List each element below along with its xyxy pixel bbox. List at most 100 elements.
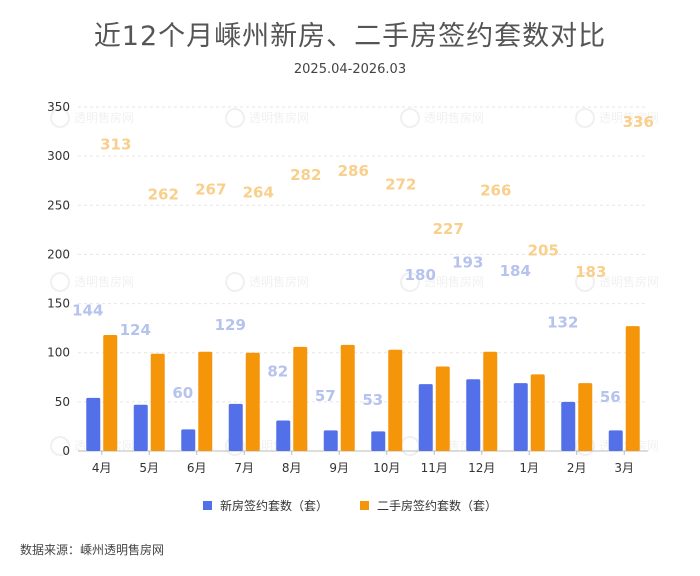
bars — [86, 326, 640, 451]
data-label-new: 57 — [315, 387, 336, 405]
x-tick-label: 4月 — [92, 461, 112, 475]
bar-second — [340, 344, 355, 451]
data-label-second: 264 — [243, 184, 274, 202]
bar-new — [276, 420, 291, 451]
y-tick-label: 150 — [47, 297, 70, 311]
x-tick-label: 11月 — [421, 461, 448, 475]
bar-new — [181, 429, 196, 451]
data-label-new: 184 — [500, 262, 531, 280]
chart-subtitle: 2025.04-2026.03 — [293, 62, 407, 77]
x-axis-ticks: 4月 5月 6月 7月 8月 9月 10月 11月 12月 1月 2月 3月 — [92, 451, 634, 475]
watermark-text: 透明售房网 — [424, 274, 484, 289]
y-tick-label: 100 — [47, 346, 70, 360]
bar-second — [103, 335, 118, 451]
legend-swatch-new — [202, 501, 212, 510]
bar-second — [483, 351, 498, 451]
watermark-logo: 透明售房网 — [575, 108, 659, 128]
y-tick-label: 50 — [55, 395, 70, 409]
watermark-circle — [575, 272, 595, 292]
bar-second — [578, 383, 593, 451]
x-tick-label: 10月 — [373, 461, 400, 475]
x-tick-label: 3月 — [614, 461, 634, 475]
bar-second — [150, 353, 165, 451]
y-tick-label: 200 — [47, 247, 70, 261]
data-label-new: 124 — [120, 321, 151, 339]
bar-second — [198, 351, 213, 451]
bar-new — [608, 430, 623, 451]
bar-new — [466, 379, 481, 451]
data-label-second: 262 — [148, 185, 179, 203]
watermark-circle — [400, 272, 420, 292]
data-label-new: 129 — [215, 316, 246, 334]
bar-new — [133, 404, 148, 451]
watermark-text: 透明售房网 — [74, 274, 134, 289]
y-tick-label: 350 — [47, 100, 70, 114]
grid-lines — [78, 106, 648, 452]
data-label-new: 82 — [267, 362, 288, 380]
bar-second — [625, 326, 640, 451]
legend: 新房签约套数（套） 二手房签约套数（套） — [0, 497, 700, 514]
watermark-logo: 透明售房网 — [50, 272, 134, 292]
watermark-logo: 透明售房网 — [225, 108, 309, 128]
bar-second — [245, 352, 260, 451]
x-tick-label: 5月 — [139, 461, 159, 475]
data-label-new: 144 — [72, 301, 103, 319]
data-label-new: 180 — [405, 266, 436, 284]
data-label-new: 56 — [600, 388, 621, 406]
bar-new — [561, 401, 576, 451]
watermark-logo: 透明售房网 — [225, 272, 309, 292]
y-tick-label: 250 — [47, 198, 70, 212]
watermark-circle — [225, 272, 245, 292]
data-labels: 144 313 124 262 60 267 129 264 82 282 57 286 53 272 18… — [72, 113, 654, 409]
data-label-second: 286 — [338, 162, 369, 180]
watermark-circle — [400, 436, 420, 456]
x-tick-label: 1月 — [519, 461, 539, 475]
data-label-second: 282 — [290, 166, 321, 184]
chart-title: 近12个月嵊州新房、二手房签约套数对比 — [93, 21, 607, 52]
data-label-second: 205 — [528, 242, 559, 260]
data-label-second: 183 — [575, 263, 606, 281]
bar-new — [371, 431, 386, 451]
bar-second — [435, 366, 450, 451]
bar-new — [418, 384, 433, 451]
watermark-text: 透明售房网 — [249, 110, 309, 125]
watermark-circle — [575, 108, 595, 128]
x-tick-label: 2月 — [567, 461, 587, 475]
watermark-logo: 透明售房网 — [575, 272, 659, 292]
data-label-second: 267 — [195, 181, 226, 199]
bar-new — [228, 403, 243, 451]
watermark-text: 透明售房网 — [74, 110, 134, 125]
bar-second — [530, 374, 545, 451]
x-tick-label: 8月 — [282, 461, 302, 475]
data-label-new: 193 — [452, 253, 483, 271]
bar-new — [86, 397, 101, 451]
data-label-new: 53 — [362, 391, 383, 409]
bar-second — [388, 349, 403, 451]
data-label-second: 266 — [480, 182, 511, 200]
watermark-circle — [50, 108, 70, 128]
x-tick-label: 12月 — [468, 461, 495, 475]
data-label-second: 313 — [100, 135, 131, 153]
watermark-circle — [400, 108, 420, 128]
legend-item-new[interactable]: 新房签约套数（套） — [202, 497, 328, 514]
source-note: 数据来源：嵊州透明售房网 — [20, 543, 165, 557]
data-label-second: 272 — [385, 176, 416, 194]
legend-label-second: 二手房签约套数（套） — [377, 499, 498, 513]
bar-new — [323, 430, 338, 451]
x-tick-label: 7月 — [234, 461, 254, 475]
legend-swatch-second — [360, 501, 369, 510]
watermark-circle — [50, 436, 70, 456]
watermark-text: 透明售房网 — [599, 110, 659, 125]
data-label-second: 336 — [623, 113, 654, 131]
legend-label-new: 新房签约套数（套） — [219, 499, 328, 513]
legend-item-second[interactable]: 二手房签约套数（套） — [360, 497, 497, 514]
bar-new — [513, 383, 528, 451]
data-label-new: 60 — [172, 384, 193, 402]
watermark-logo: 透明售房网 — [400, 108, 484, 128]
x-tick-label: 9月 — [329, 461, 349, 475]
watermark-text: 透明售房网 — [599, 274, 659, 289]
watermark-logo: 透明售房网 — [50, 108, 134, 128]
watermark-circle — [225, 108, 245, 128]
watermark-logo: 透明售房网 — [400, 272, 484, 292]
data-label-second: 227 — [433, 220, 464, 238]
